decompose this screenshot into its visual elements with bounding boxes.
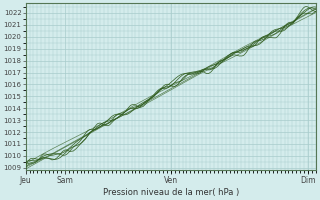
X-axis label: Pression niveau de la mer( hPa ): Pression niveau de la mer( hPa ) <box>103 188 239 197</box>
